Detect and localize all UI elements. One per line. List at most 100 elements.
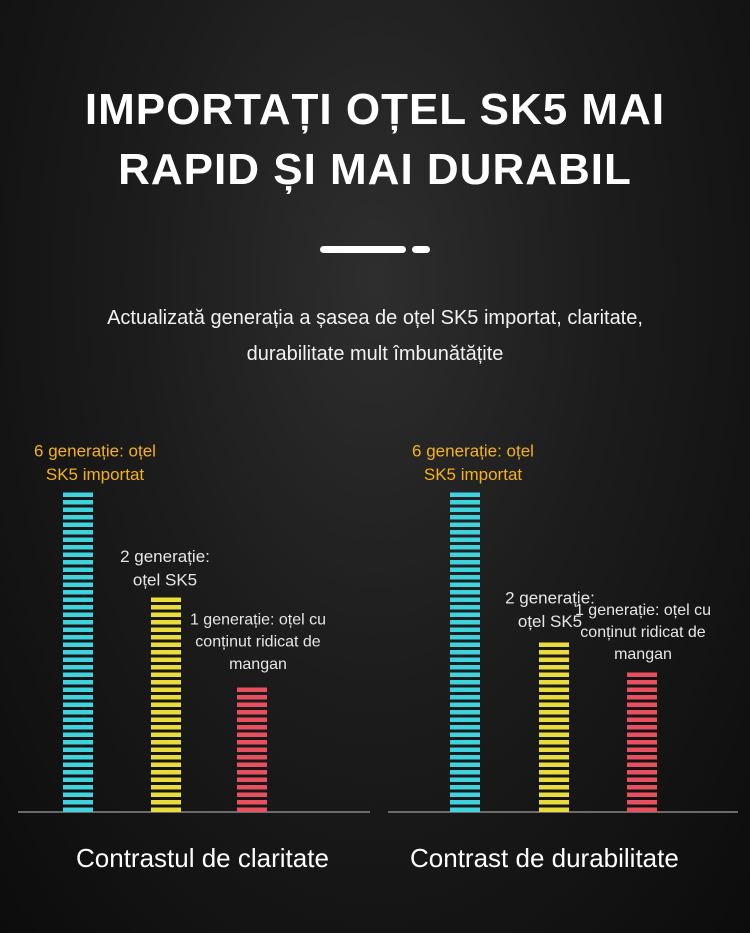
bar-segment <box>63 717 93 722</box>
bar-segment <box>237 777 267 782</box>
bar-segment <box>151 755 181 760</box>
bar-segment <box>539 800 569 805</box>
bar-segment <box>63 575 93 580</box>
bar-segment <box>627 702 657 707</box>
bar-segment <box>63 537 93 542</box>
bar-segment <box>450 627 480 632</box>
bar-segment <box>63 560 93 565</box>
bar-segment <box>627 755 657 760</box>
bar-segment <box>450 582 480 587</box>
chart-1-label-2: 1 generație: oțel cu conținut ridicat de m… <box>575 602 711 663</box>
bar-segment <box>151 695 181 700</box>
bar-segment <box>539 732 569 737</box>
bar-segment <box>237 747 267 752</box>
label-line: conținut ridicat de <box>580 624 706 641</box>
bar-segment <box>539 717 569 722</box>
chart-1-label-1: 2 generație: oțel SK5 <box>505 589 595 632</box>
bar-segment <box>63 695 93 700</box>
bar-segment <box>63 590 93 595</box>
bar-segment <box>450 642 480 647</box>
bar-segment <box>151 635 181 640</box>
bar-segment <box>450 492 480 497</box>
bar-segment <box>237 732 267 737</box>
bar-segment <box>151 785 181 790</box>
bar-segment <box>627 732 657 737</box>
bar-segment <box>63 627 93 632</box>
bar-segment <box>627 740 657 745</box>
bar-segment <box>450 687 480 692</box>
bar-segment <box>63 545 93 550</box>
bar-segment <box>450 762 480 767</box>
bar-segment <box>539 650 569 655</box>
bar-segment <box>151 800 181 805</box>
bar-segment <box>450 650 480 655</box>
bar-segment <box>450 747 480 752</box>
bar-segment <box>151 687 181 692</box>
bar-segment <box>450 807 480 812</box>
bar-segment <box>63 500 93 505</box>
bar-segment <box>151 725 181 730</box>
bar-segment <box>627 770 657 775</box>
bar-segment <box>151 657 181 662</box>
bar-segment <box>450 672 480 677</box>
bar-segment <box>539 762 569 767</box>
chart-1-bar-2 <box>627 672 657 812</box>
chart-0-label-2: 1 generație: oțel cu conținut ridicat de m… <box>190 612 326 673</box>
bar-segment <box>63 732 93 737</box>
bar-segment <box>63 800 93 805</box>
bar-segment <box>63 635 93 640</box>
page-title: IMPORTAȚI OȚEL SK5 MAI RAPID ȘI MAI DURA… <box>0 80 750 200</box>
bar-segment <box>151 597 181 602</box>
bar-segment <box>63 777 93 782</box>
bar-segment <box>627 762 657 767</box>
bar-segment <box>151 680 181 685</box>
bar-segment <box>63 687 93 692</box>
bar-segment <box>450 785 480 790</box>
bar-segment <box>151 807 181 812</box>
bar-segment <box>450 605 480 610</box>
chart-1-label-0: 6 generație: oțel SK5 importat <box>412 442 534 485</box>
bar-segment <box>63 725 93 730</box>
bar-segment <box>450 575 480 580</box>
bar-segment <box>627 687 657 692</box>
bar-segment <box>539 770 569 775</box>
chart-durability-title: Contrast de durabilitate <box>410 843 679 873</box>
title-line-2: RAPID ȘI MAI DURABIL <box>118 145 632 194</box>
bar-segment <box>450 522 480 527</box>
bar-segment <box>237 695 267 700</box>
bar-segment <box>450 515 480 520</box>
bar-segment <box>539 657 569 662</box>
bar-segment <box>450 702 480 707</box>
bar-segment <box>63 642 93 647</box>
bar-segment <box>63 770 93 775</box>
bar-segment <box>151 732 181 737</box>
bar-segment <box>450 710 480 715</box>
subtitle-line-1: Actualizată generația a șasea de oțel SK… <box>107 307 643 329</box>
label-line: 2 generație: <box>505 589 595 608</box>
bar-segment <box>151 702 181 707</box>
bar-segment <box>63 680 93 685</box>
bar-segment <box>237 687 267 692</box>
bar-segment <box>151 770 181 775</box>
bar-segment <box>627 777 657 782</box>
bar-segment <box>627 710 657 715</box>
bar-segment <box>151 627 181 632</box>
bar-segment <box>63 582 93 587</box>
bar-segment <box>539 807 569 812</box>
label-line: SK5 importat <box>46 465 145 484</box>
bar-segment <box>151 650 181 655</box>
chart-0-bar-1 <box>151 597 181 812</box>
title-divider-long <box>320 246 406 253</box>
bar-segment <box>539 702 569 707</box>
bar-segment <box>450 665 480 670</box>
label-line: conținut ridicat de <box>195 634 321 651</box>
bar-segment <box>450 770 480 775</box>
bar-segment <box>151 762 181 767</box>
bar-segment <box>539 777 569 782</box>
bar-segment <box>237 755 267 760</box>
title-divider-short <box>412 246 430 253</box>
label-line: 6 generație: oțel <box>412 442 534 461</box>
bar-segment <box>63 620 93 625</box>
label-line: 6 generație: oțel <box>34 442 156 461</box>
bar-segment <box>151 665 181 670</box>
